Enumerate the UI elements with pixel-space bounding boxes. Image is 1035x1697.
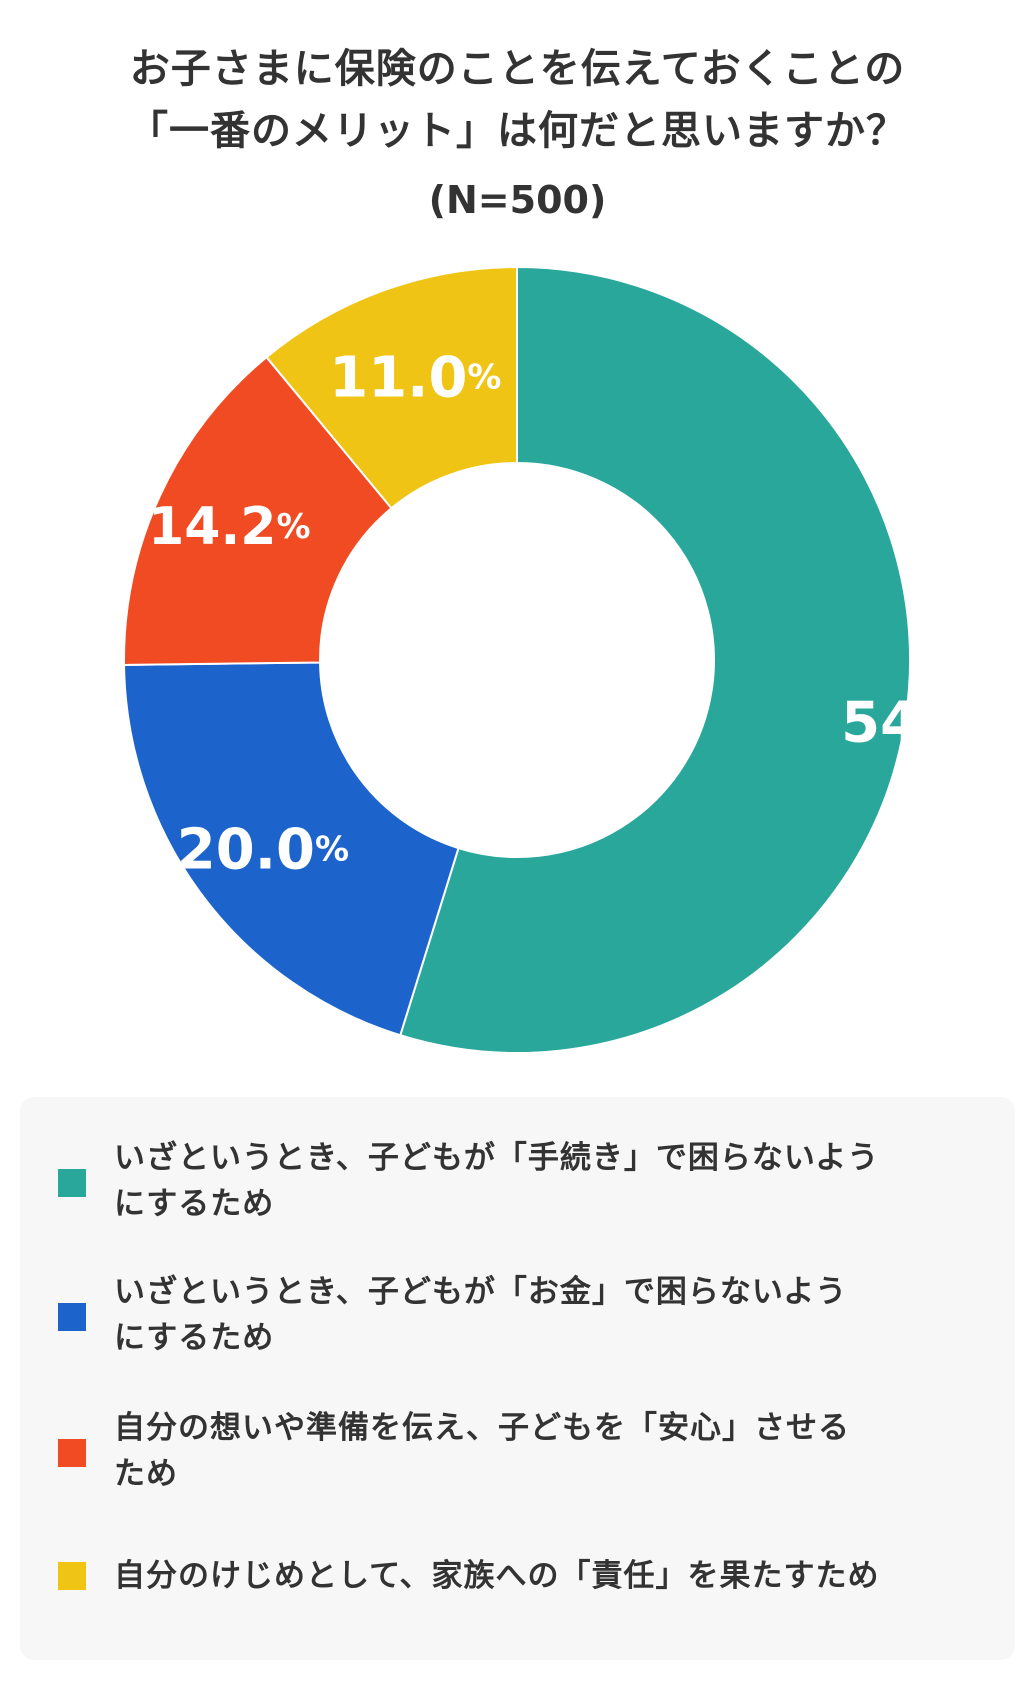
legend-label: いざというとき、子どもが「手続き」で困らないよう にするため — [114, 1135, 984, 1227]
donut-labels: 54.8%20.0%14.2%11.0% — [148, 345, 1013, 882]
data-label-procedures: 54.8% — [841, 690, 1013, 755]
data-label-unit: % — [315, 830, 349, 870]
chart-title-line-2: 「一番のメリット」は何だと思いますか？ — [128, 108, 907, 154]
slice-responsibility — [265, 265, 518, 510]
legend-label-line-1: 自分の想いや準備を伝え、子どもを「安心」させる — [114, 1410, 850, 1446]
legend-label: いざというとき、子どもが「お金」で困らないよう にするため — [114, 1269, 984, 1361]
data-label-unit: % — [467, 358, 501, 398]
chart-title: お子さまに保険のことを伝えておくことの 「一番のメリット」は何だと思いますか？ … — [0, 38, 1035, 224]
legend-label-line-1: いざというとき、子どもが「手続き」で困らないよう — [114, 1140, 880, 1176]
donut-slices — [123, 265, 911, 1054]
data-label-value: 11.0 — [329, 345, 467, 410]
legend-swatch — [58, 1303, 86, 1331]
legend-label-line-2: ため — [114, 1456, 178, 1492]
slice-reassurance — [123, 355, 393, 666]
data-label-money: 20.0% — [177, 817, 349, 882]
legend: いざというとき、子どもが「手続き」で困らないよう にするため いざというとき、子… — [20, 1097, 1015, 1660]
slice-money — [123, 661, 460, 1037]
legend-label-line-2: にするため — [114, 1320, 275, 1356]
legend-swatch — [58, 1439, 86, 1467]
data-label-unit: % — [979, 702, 1013, 742]
donut-chart: 54.8%20.0%14.2%11.0% — [123, 265, 1013, 1054]
data-label-value: 14.2 — [148, 497, 276, 557]
legend-label-line-2: にするため — [114, 1186, 275, 1222]
slice-procedures — [399, 265, 911, 1054]
data-label-reassurance: 14.2% — [148, 497, 310, 557]
legend-swatch — [58, 1562, 86, 1590]
chart-title-line-1: お子さまに保険のことを伝えておくことの — [129, 46, 906, 92]
data-label-value: 54.8 — [841, 690, 979, 755]
legend-label: 自分のけじめとして、家族への「責任」を果たすため — [114, 1553, 984, 1599]
data-label-unit: % — [276, 507, 310, 547]
legend-swatch — [58, 1169, 86, 1197]
sample-size: (N=500) — [428, 178, 607, 222]
data-label-responsibility: 11.0% — [329, 345, 501, 410]
data-label-value: 20.0 — [177, 817, 315, 882]
legend-label-line-1: 自分のけじめとして、家族への「責任」を果たすため — [114, 1558, 880, 1594]
legend-label-line-1: いざというとき、子どもが「お金」で困らないよう — [114, 1274, 848, 1310]
legend-label: 自分の想いや準備を伝え、子どもを「安心」させる ため — [114, 1405, 984, 1497]
